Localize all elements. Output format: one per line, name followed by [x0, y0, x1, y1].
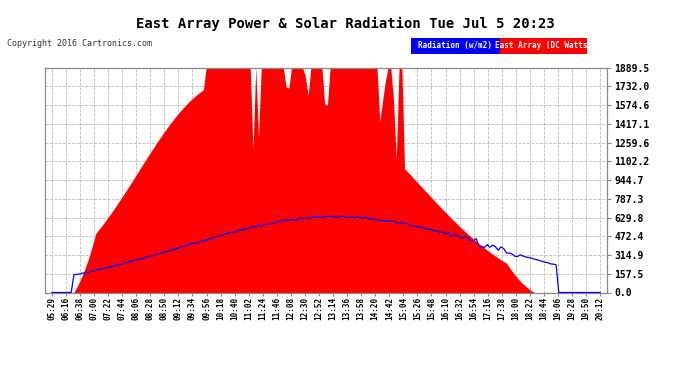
Text: East Array Power & Solar Radiation Tue Jul 5 20:23: East Array Power & Solar Radiation Tue J… — [136, 17, 554, 31]
Text: Copyright 2016 Cartronics.com: Copyright 2016 Cartronics.com — [7, 39, 152, 48]
Text: East Array (DC Watts): East Array (DC Watts) — [495, 42, 592, 51]
Text: Radiation (w/m2): Radiation (w/m2) — [418, 42, 493, 51]
